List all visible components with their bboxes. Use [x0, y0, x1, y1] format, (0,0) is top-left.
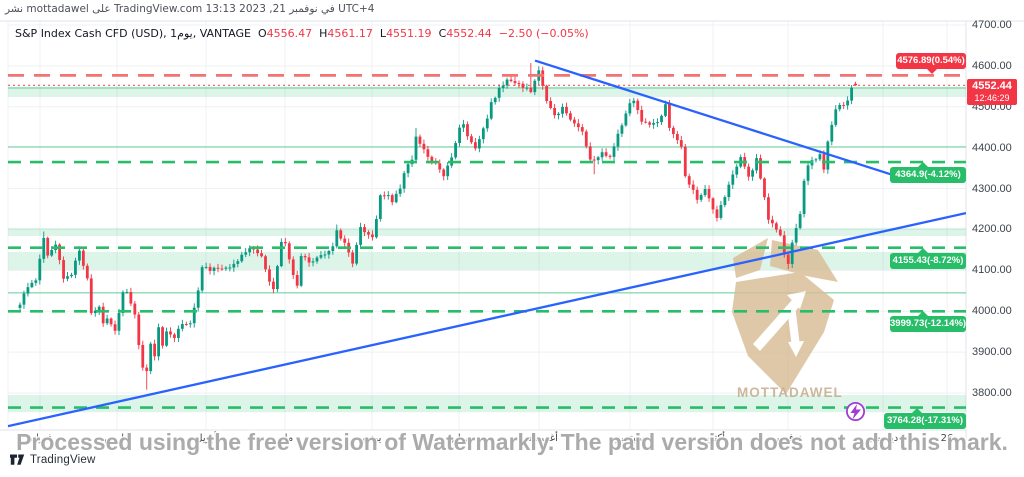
bar-countdown: 12:46:29 — [974, 93, 1010, 104]
tradingview-attribution: TradingView — [10, 453, 95, 466]
time-tick: أبريل — [195, 433, 217, 444]
ohlc-low-value: 4551.19 — [386, 27, 432, 40]
trendline-descending[interactable] — [534, 59, 894, 177]
watermarkly-watermark-text: Processed using the free version of Wate… — [16, 429, 1008, 455]
ohlc-high-key: H — [319, 27, 328, 40]
price-tick: 4200.00 — [972, 223, 1012, 236]
support-price-label-3: 3999.73(-12.14%) — [890, 311, 966, 333]
price-tick: 4000.00 — [972, 305, 1012, 318]
current-price-value: 4552.44 — [972, 80, 1012, 93]
symbol-name: S&P Index Cash CFD (USD), 1يوم, VANTAGE — [15, 27, 251, 40]
time-tick: فبراير — [27, 433, 53, 444]
time-tick: يوليو — [449, 433, 469, 444]
resistance-price-label: 4576.89(0.54%) — [896, 53, 966, 75]
chart-borders — [0, 20, 1024, 448]
time-tick: ديسمبر — [867, 433, 899, 444]
price-tick: 3800.00 — [972, 387, 1012, 399]
time-tick: أكتوبر — [700, 433, 726, 444]
support-price-label-4: 3764.28(-17.31%) — [884, 407, 966, 429]
support-price-label-2: 4155.43(-8.72%) — [890, 247, 966, 269]
tradingview-wordmark: TradingView — [30, 453, 96, 466]
lightning-icon — [846, 401, 866, 421]
trendline-ascending[interactable] — [8, 211, 966, 428]
ohlc-low-key: L — [379, 27, 387, 40]
time-tick: أغسطس — [520, 433, 558, 444]
svg-text:MOTTADAWEL: MOTTADAWEL — [737, 385, 843, 400]
price-tick: 4700.00 — [972, 19, 1012, 31]
attribution-text: نشر‎ mottadawel على‎ TradingView.com 13:… — [5, 3, 375, 15]
ohlc-open-key: O — [257, 27, 267, 40]
change-value: −2.50 (−0.05%) — [498, 27, 589, 40]
time-tick: يونيو — [362, 433, 382, 444]
ohlc-close-key: C — [438, 27, 447, 40]
tradingview-logo-icon — [10, 454, 25, 465]
supply-demand-bands — [8, 86, 966, 413]
price-axis[interactable]: 4700.00 4600.00 4500.00 4400.00 4300.00 4200.… — [966, 19, 1024, 446]
price-tick: 4300.00 — [972, 182, 1012, 195]
price-tick: 3900.00 — [972, 346, 1012, 359]
time-tick: سبتمبر — [615, 433, 645, 444]
ohlc-close-value: 4552.44 — [446, 27, 492, 40]
grid-layer — [8, 21, 966, 430]
support-price-label-1: 4364.9(-4.12%) — [890, 162, 966, 184]
time-tick: مارس — [104, 433, 130, 444]
current-price-label: 4552.44 12:46:29 — [967, 79, 1017, 106]
candlestick-series — [18, 63, 857, 390]
ohlc-high-value: 4561.17 — [327, 27, 373, 40]
price-tick: 4100.00 — [972, 264, 1012, 277]
ohlc-open-value: 4556.47 — [266, 27, 313, 40]
time-axis[interactable]: فبراير مارس أبريل مايو يونيو يوليو أغسطس سبتمبر… — [0, 430, 966, 448]
symbol-legend[interactable]: S&P Index Cash CFD (USD), 1يوم, VANTAGE O… — [15, 27, 589, 40]
time-tick: 26 — [940, 433, 954, 444]
time-tick: مايو — [276, 433, 294, 444]
time-tick: نوفمبر — [774, 433, 802, 444]
price-tick: 4600.00 — [972, 59, 1012, 72]
price-tick: 4400.00 — [972, 141, 1012, 154]
